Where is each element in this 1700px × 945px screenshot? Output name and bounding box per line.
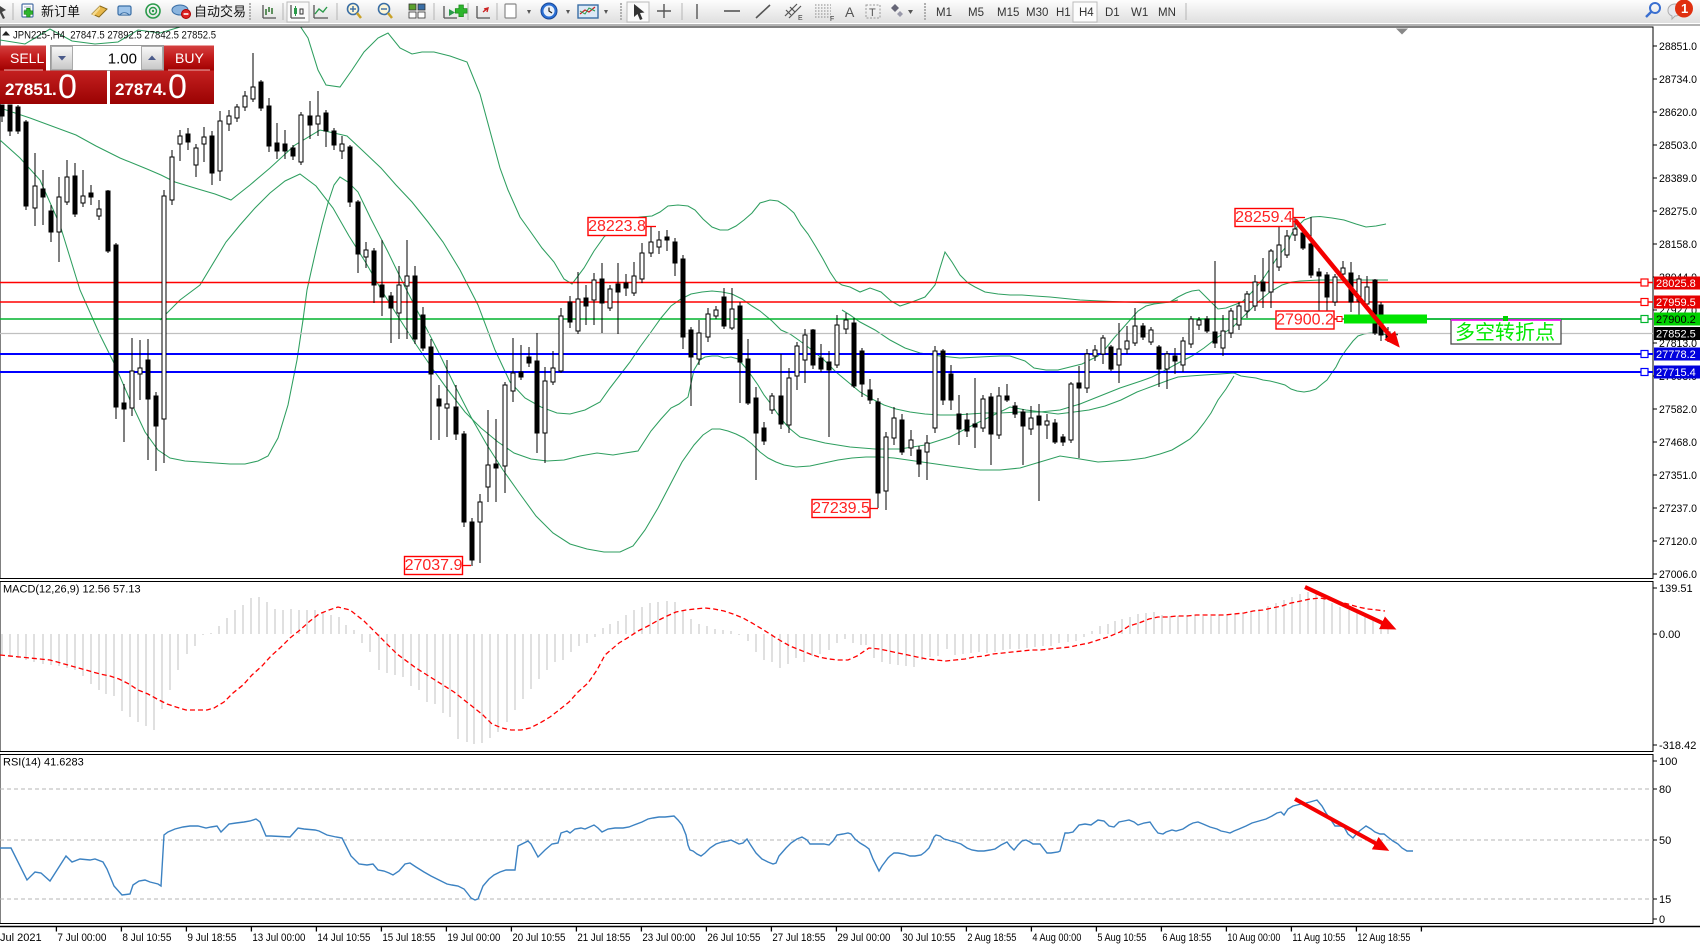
svg-text:28025.8: 28025.8 <box>1656 278 1696 290</box>
svg-text:28620.0: 28620.0 <box>1659 107 1697 119</box>
svg-text:28851.0: 28851.0 <box>1659 41 1697 53</box>
svg-text:27851: 27851 <box>5 80 52 99</box>
svg-text:9 Jul 18:55: 9 Jul 18:55 <box>187 932 236 944</box>
svg-text:28259.4: 28259.4 <box>1235 209 1293 226</box>
svg-text:15 Jul 18:55: 15 Jul 18:55 <box>382 932 435 944</box>
svg-text:BUY: BUY <box>175 50 204 66</box>
svg-text:0: 0 <box>1659 914 1665 926</box>
svg-text:.: . <box>52 80 57 99</box>
svg-text:30 Jul 10:55: 30 Jul 10:55 <box>902 932 955 944</box>
svg-text:23 Jul 00:00: 23 Jul 00:00 <box>642 932 695 944</box>
svg-text:0: 0 <box>58 68 77 106</box>
svg-text:29 Jul 00:00: 29 Jul 00:00 <box>837 932 890 944</box>
svg-text:M30: M30 <box>1026 7 1048 19</box>
svg-text:27 Jul 18:55: 27 Jul 18:55 <box>772 932 825 944</box>
svg-text:100: 100 <box>1659 756 1677 768</box>
svg-text:11 Aug 10:55: 11 Aug 10:55 <box>1292 932 1345 944</box>
svg-text:50: 50 <box>1659 835 1671 847</box>
svg-text:27351.0: 27351.0 <box>1659 470 1697 482</box>
svg-text:28503.0: 28503.0 <box>1659 140 1697 152</box>
svg-text:Jul 2021: Jul 2021 <box>0 932 42 944</box>
svg-text:28734.0: 28734.0 <box>1659 74 1697 86</box>
svg-text:12 Aug 18:55: 12 Aug 18:55 <box>1357 932 1410 944</box>
svg-text:D1: D1 <box>1105 7 1120 19</box>
svg-text:27239.5: 27239.5 <box>812 500 870 517</box>
svg-text:1.00: 1.00 <box>108 51 137 68</box>
svg-text:H1: H1 <box>1056 7 1071 19</box>
svg-text:F: F <box>830 16 834 23</box>
svg-text:28158.0: 28158.0 <box>1659 239 1697 251</box>
svg-text:26 Jul 10:55: 26 Jul 10:55 <box>707 932 760 944</box>
svg-text:新订单: 新订单 <box>41 4 80 19</box>
svg-text:W1: W1 <box>1131 7 1148 19</box>
svg-text:8 Jul 10:55: 8 Jul 10:55 <box>122 932 171 944</box>
svg-text:-318.42: -318.42 <box>1659 740 1696 752</box>
svg-text:MACD(12,26,9) 12.56 57.13: MACD(12,26,9) 12.56 57.13 <box>3 584 141 596</box>
svg-text:27715.4: 27715.4 <box>1656 367 1696 379</box>
svg-text:28223.8: 28223.8 <box>588 218 646 235</box>
svg-text:RSI(14) 41.6283: RSI(14) 41.6283 <box>3 757 84 769</box>
svg-text:19 Jul 00:00: 19 Jul 00:00 <box>447 932 500 944</box>
svg-text:0.00: 0.00 <box>1659 629 1680 641</box>
svg-text:多空转折点: 多空转折点 <box>1455 321 1555 344</box>
svg-text:M1: M1 <box>936 7 952 19</box>
svg-text:20 Jul 10:55: 20 Jul 10:55 <box>512 932 565 944</box>
svg-text:27900.2: 27900.2 <box>1656 314 1696 326</box>
svg-text:T: T <box>869 7 876 19</box>
svg-text:M15: M15 <box>997 7 1019 19</box>
svg-text:139.51: 139.51 <box>1659 583 1693 595</box>
svg-text:7 Jul 00:00: 7 Jul 00:00 <box>57 932 106 944</box>
svg-text:SELL: SELL <box>10 50 44 66</box>
svg-text:H4: H4 <box>1079 7 1094 19</box>
svg-text:28389.0: 28389.0 <box>1659 173 1697 185</box>
svg-text:4 Aug 00:00: 4 Aug 00:00 <box>1032 932 1081 944</box>
svg-text:1: 1 <box>1681 1 1688 16</box>
svg-text:6 Aug 18:55: 6 Aug 18:55 <box>1162 932 1211 944</box>
svg-text:13 Jul 00:00: 13 Jul 00:00 <box>252 932 305 944</box>
svg-text:15: 15 <box>1659 894 1671 906</box>
svg-text:5 Aug 10:55: 5 Aug 10:55 <box>1097 932 1146 944</box>
svg-text:MN: MN <box>1158 7 1176 19</box>
svg-text:27813.0: 27813.0 <box>1659 338 1697 350</box>
svg-text:27120.0: 27120.0 <box>1659 536 1697 548</box>
svg-text:27900.2: 27900.2 <box>1276 312 1334 329</box>
svg-text:14 Jul 10:55: 14 Jul 10:55 <box>317 932 370 944</box>
svg-text:M5: M5 <box>968 7 984 19</box>
svg-text:27874: 27874 <box>115 80 163 99</box>
svg-text:A: A <box>845 4 855 20</box>
svg-text:27959.5: 27959.5 <box>1656 297 1696 309</box>
svg-text:27852.5: 27852.5 <box>1656 329 1696 341</box>
svg-text:27237.0: 27237.0 <box>1659 503 1697 515</box>
svg-text:10 Aug 00:00: 10 Aug 00:00 <box>1227 932 1280 944</box>
svg-text:28275.0: 28275.0 <box>1659 206 1697 218</box>
svg-text:自动交易: 自动交易 <box>194 4 246 19</box>
svg-text:27468.0: 27468.0 <box>1659 437 1697 449</box>
svg-text:80: 80 <box>1659 784 1671 796</box>
svg-text:0: 0 <box>168 68 187 106</box>
svg-text:27582.0: 27582.0 <box>1659 404 1697 416</box>
svg-text:.: . <box>162 80 167 99</box>
svg-text:27037.9: 27037.9 <box>405 557 463 574</box>
svg-text:27006.0: 27006.0 <box>1659 569 1697 581</box>
svg-text:E: E <box>798 15 803 22</box>
svg-text:JPN225-,H4 27847.5 27892.5 27: JPN225-,H4 27847.5 27892.5 27842.5 27852… <box>13 30 216 42</box>
svg-text:2 Aug 18:55: 2 Aug 18:55 <box>967 932 1016 944</box>
svg-text:27778.2: 27778.2 <box>1656 349 1696 361</box>
svg-text:21 Jul 18:55: 21 Jul 18:55 <box>577 932 630 944</box>
